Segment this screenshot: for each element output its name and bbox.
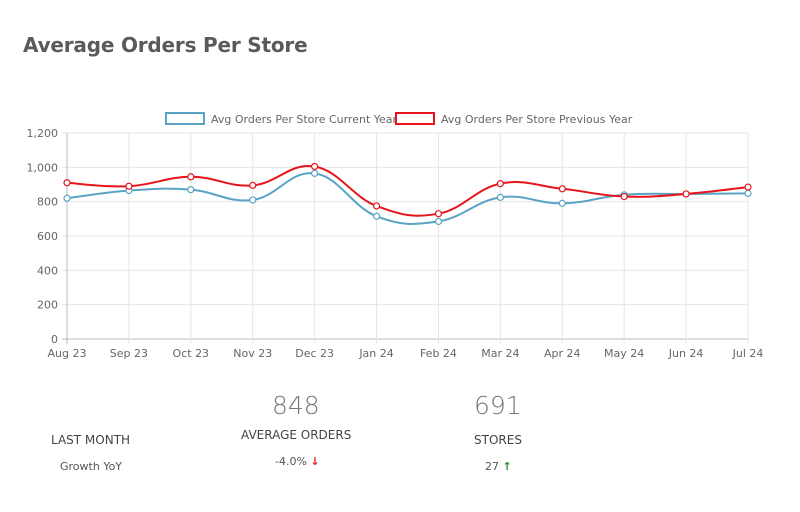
y-tick-label: 600 — [37, 230, 58, 243]
x-tick-label: Jun 24 — [668, 347, 704, 360]
data-point — [434, 217, 443, 226]
y-tick-label: 800 — [37, 196, 58, 209]
data-point — [620, 192, 628, 201]
series-line-0 — [66, 172, 749, 225]
data-point — [125, 182, 133, 190]
arrow-up-icon: ↑ — [502, 460, 512, 473]
x-tick-label: Sep 23 — [110, 347, 148, 360]
legend-swatch — [395, 112, 435, 125]
data-point — [311, 169, 319, 177]
y-tick-label: 400 — [37, 264, 58, 277]
y-tick-label: 1,200 — [27, 127, 59, 140]
series-line-1 — [66, 164, 749, 217]
x-tick-label: Aug 23 — [48, 347, 87, 360]
x-tick-label: Nov 23 — [233, 347, 272, 360]
stores-label: STORES — [474, 433, 522, 447]
data-point — [249, 181, 257, 189]
data-point — [187, 186, 195, 194]
legend-label: Avg Orders Per Store Current Year — [211, 113, 398, 126]
x-tick-label: Oct 23 — [173, 347, 210, 360]
data-point — [372, 202, 381, 210]
summary-panel: 848 691 LAST MONTH AVERAGE ORDERS STORES… — [0, 385, 800, 495]
data-point — [558, 199, 566, 207]
data-point — [249, 196, 257, 204]
average-orders-label: AVERAGE ORDERS — [241, 428, 352, 442]
legend-label: Avg Orders Per Store Previous Year — [441, 113, 633, 126]
legend-swatch — [165, 112, 205, 125]
average-orders-growth: -4.0% ↓ — [275, 455, 320, 468]
y-tick-label: 200 — [37, 299, 58, 312]
average-orders-growth-value: -4.0% — [275, 455, 307, 468]
growth-yoy-label: Growth YoY — [60, 460, 123, 473]
average-orders-value: 848 — [272, 391, 320, 420]
data-point — [496, 180, 504, 188]
last-month-label: LAST MONTH — [51, 433, 131, 447]
data-point — [311, 162, 319, 171]
x-tick-label: Apr 24 — [544, 347, 581, 360]
page-title: Average Orders Per Store — [23, 33, 308, 57]
data-point — [63, 194, 71, 202]
data-point — [496, 193, 504, 201]
x-tick-label: May 24 — [604, 347, 644, 360]
data-point — [372, 212, 381, 220]
stores-growth-value: 27 — [485, 460, 499, 473]
data-point — [63, 179, 71, 187]
data-point — [558, 185, 566, 193]
stores-growth: 27 ↑ — [485, 460, 512, 473]
arrow-down-icon: ↓ — [310, 455, 320, 468]
x-tick-label: Dec 23 — [295, 347, 334, 360]
x-tick-label: Mar 24 — [481, 347, 519, 360]
data-point — [744, 183, 752, 191]
x-tick-label: Feb 24 — [420, 347, 457, 360]
stores-value: 691 — [474, 391, 522, 420]
data-point — [682, 190, 690, 198]
x-tick-label: Jan 24 — [358, 347, 393, 360]
data-point — [744, 189, 752, 198]
data-point — [434, 210, 443, 218]
y-tick-label: 0 — [51, 333, 58, 346]
y-tick-label: 1,000 — [27, 161, 59, 174]
line-chart: 0 200 400 600 800 1,000 1,200 Aug 23 Sep 23 Oct 2… — [27, 112, 764, 360]
x-tick-label: Jul 24 — [732, 347, 764, 360]
data-point — [187, 173, 195, 181]
